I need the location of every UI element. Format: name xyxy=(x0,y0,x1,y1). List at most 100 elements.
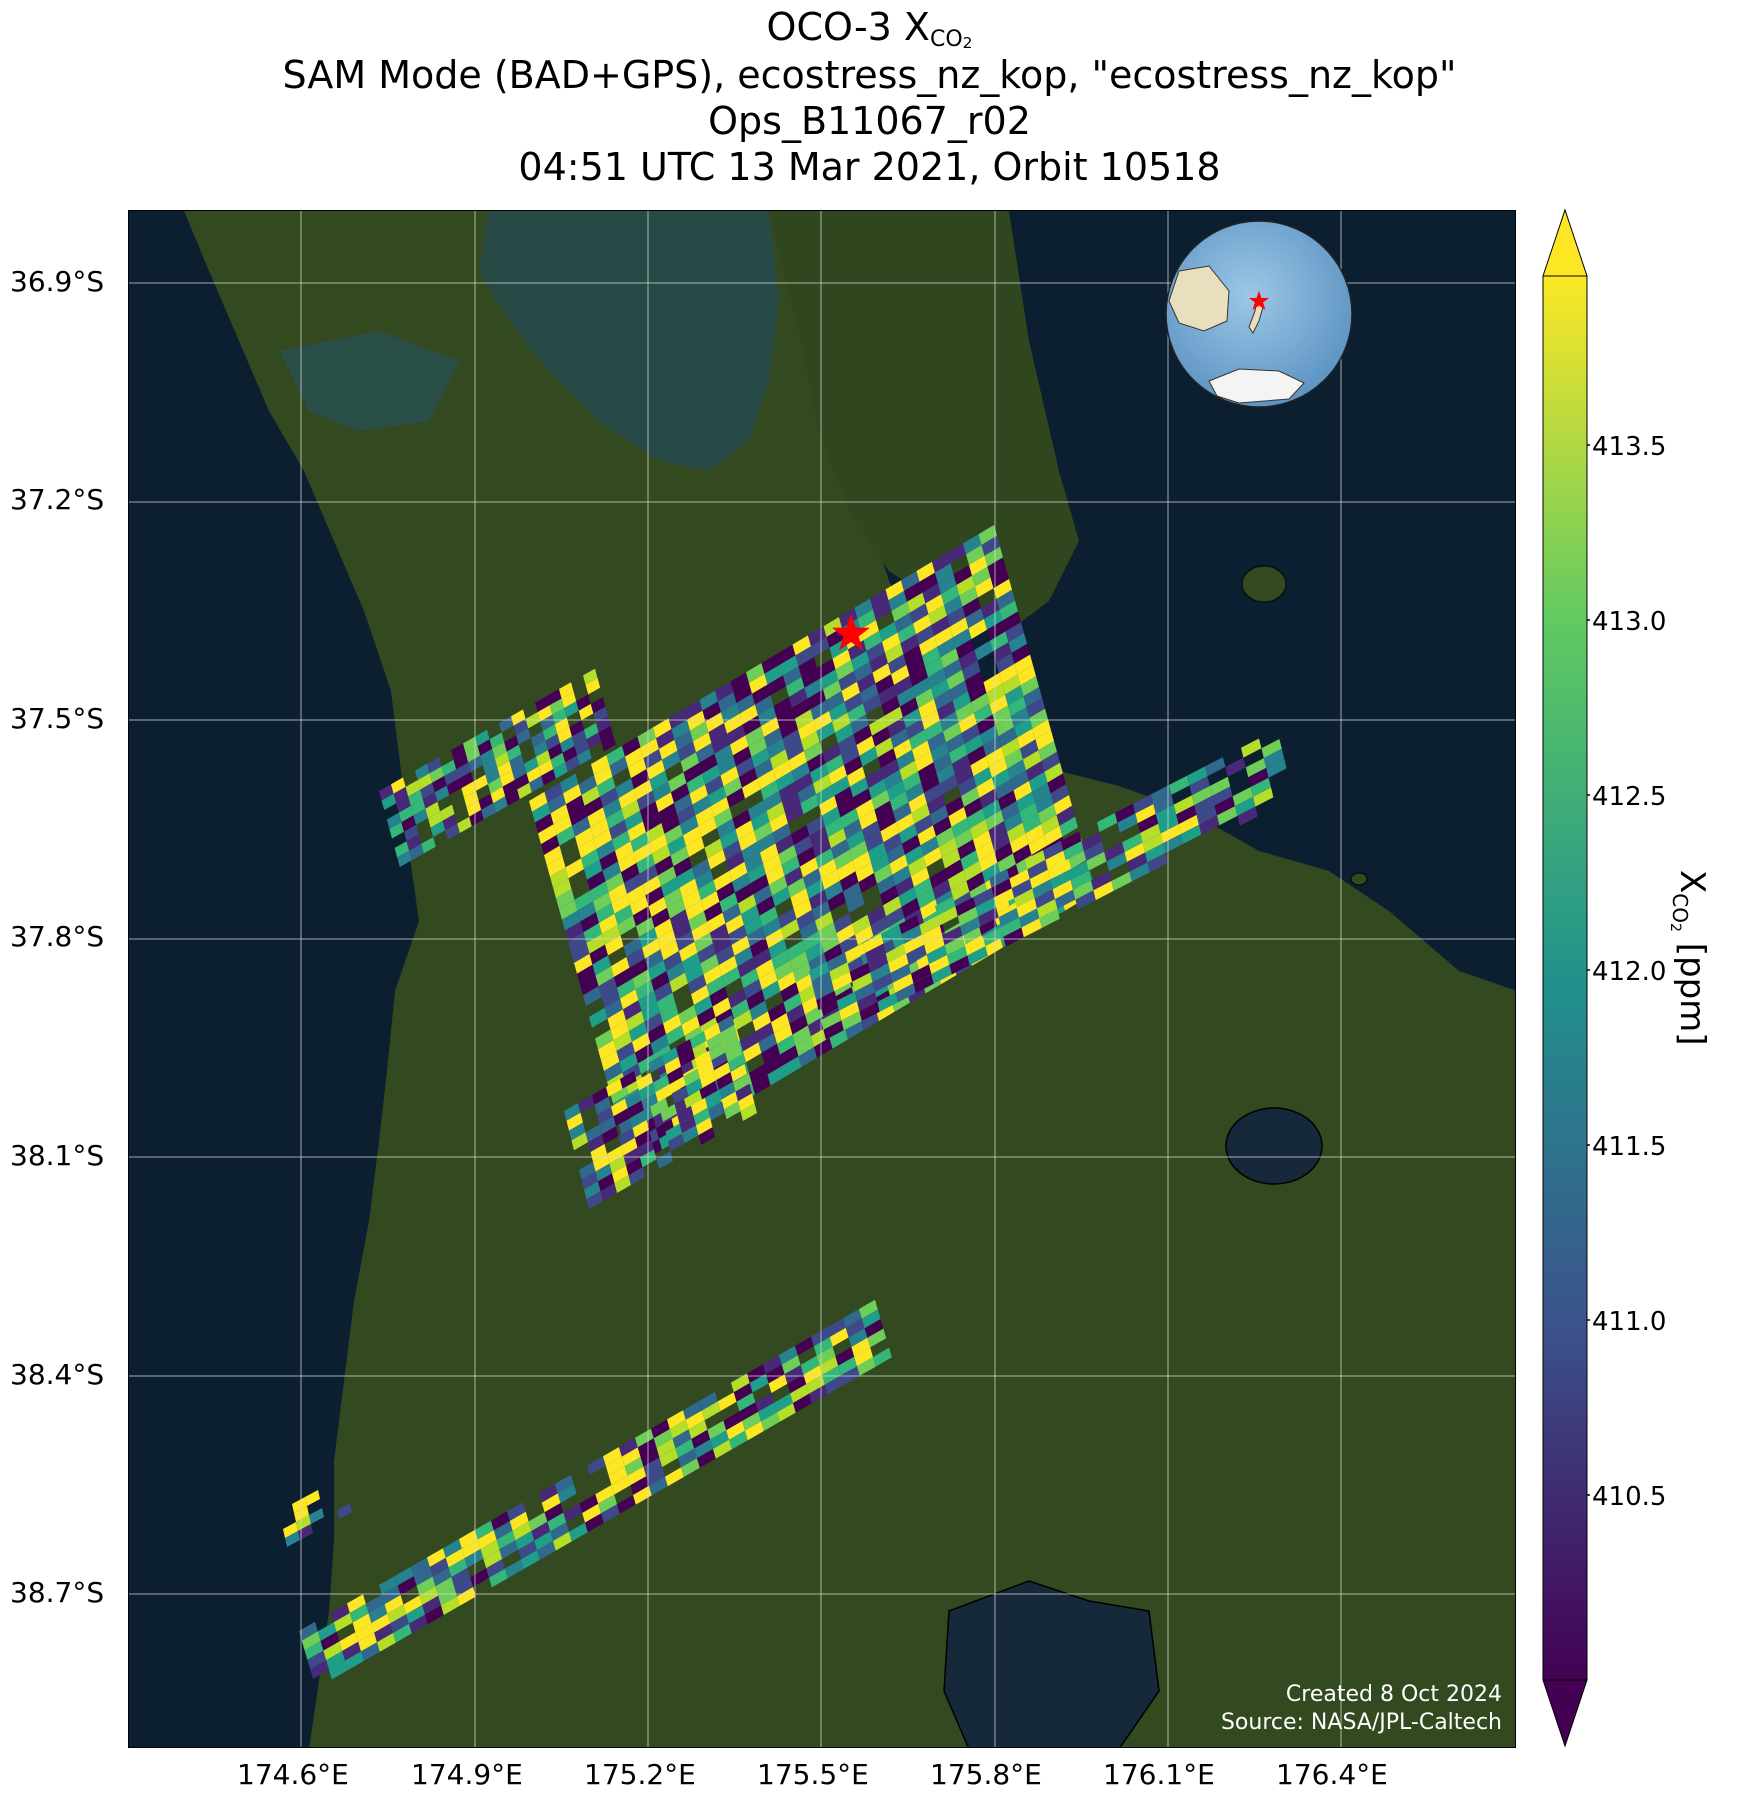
xco2-sounding xyxy=(397,850,412,867)
xco2-sounding xyxy=(637,1438,657,1457)
xco2-sounding xyxy=(646,1467,665,1486)
map-panel[interactable]: Created 8 Oct 2024 Source: NASA/JPL-Calt… xyxy=(128,210,1516,1748)
xco2-sounding xyxy=(613,1031,632,1051)
xco2-sounding xyxy=(1020,676,1039,697)
xco2-sounding xyxy=(734,1009,753,1030)
xco2-sounding xyxy=(653,1074,670,1093)
xco2-sounding xyxy=(879,621,898,642)
xco2-sounding xyxy=(780,1045,799,1066)
xco2-sounding xyxy=(757,769,776,790)
xco2-sounding xyxy=(339,1632,359,1651)
xco2-sounding xyxy=(949,743,968,764)
xco2-sounding xyxy=(945,796,964,817)
xco2-sounding xyxy=(821,933,840,953)
xco2-sounding xyxy=(532,802,551,823)
xco2-sounding xyxy=(922,646,941,667)
xco2-sounding xyxy=(960,916,981,936)
xco2-sounding xyxy=(605,1456,625,1476)
xco2-sounding xyxy=(853,725,872,745)
xco2-sounding xyxy=(1029,708,1048,729)
xco2-sounding xyxy=(961,787,980,807)
xco2-sounding xyxy=(547,1512,567,1532)
xco2-sounding xyxy=(593,829,612,849)
xco2-sounding xyxy=(408,789,423,806)
xco2-sounding xyxy=(475,1520,494,1540)
xco2-sounding xyxy=(651,907,670,928)
xco2-sounding xyxy=(952,754,971,775)
xco2-sounding xyxy=(785,803,804,824)
xco2-sounding xyxy=(644,1012,663,1033)
xco2-sounding xyxy=(489,1568,508,1588)
xco2-sounding xyxy=(605,935,624,956)
xco2-sounding xyxy=(955,897,976,917)
xco2-sounding xyxy=(743,979,762,999)
xco2-sounding xyxy=(904,581,923,602)
xco2-sounding xyxy=(789,687,808,708)
xco2-sounding xyxy=(574,739,590,756)
colorbar-tick-marks xyxy=(1587,444,1590,1496)
xco2-sounding xyxy=(535,813,554,834)
xco2-sounding xyxy=(932,879,951,900)
xco2-sounding xyxy=(811,637,830,657)
xco2-sounding xyxy=(776,771,795,791)
xco2-sounding xyxy=(420,782,435,800)
xco2-sounding xyxy=(787,940,806,961)
xco2-sounding xyxy=(757,832,776,853)
xco2-sounding xyxy=(993,579,1012,599)
xco2-sounding xyxy=(654,918,673,939)
xco2-sounding xyxy=(839,1001,860,1021)
xco2-sounding xyxy=(615,841,634,862)
xco2-sounding xyxy=(749,1063,768,1084)
xco2-sounding xyxy=(775,834,794,855)
xco2-sounding xyxy=(872,663,891,684)
xco2-sounding xyxy=(982,862,1001,883)
xco2-sounding xyxy=(809,826,828,847)
xco2-sounding xyxy=(752,1074,771,1095)
xco2-sounding xyxy=(1041,815,1060,835)
xco2-sounding xyxy=(1181,824,1202,844)
xco2-sounding xyxy=(1151,785,1172,805)
xco2-sounding xyxy=(691,921,710,942)
xco2-sounding xyxy=(852,972,873,992)
xco2-sounding xyxy=(1007,759,1026,780)
xco2-sounding xyxy=(689,784,708,805)
xco2-sounding xyxy=(742,1411,761,1431)
xco2-sounding xyxy=(865,768,884,789)
xco2-sounding xyxy=(859,809,878,830)
xco2-sounding xyxy=(682,889,701,910)
xco2-sounding xyxy=(631,769,650,789)
xco2-sounding xyxy=(880,885,899,906)
xco2-sounding xyxy=(678,1448,697,1468)
xco2-sounding xyxy=(768,939,787,959)
xco2-sounding xyxy=(980,725,999,746)
xco2-sounding xyxy=(655,792,674,813)
lon-tick: 175.8°E xyxy=(930,1758,1042,1791)
xco2-sounding xyxy=(1035,793,1054,814)
xco2-sounding xyxy=(815,911,834,932)
xco2-sounding xyxy=(509,754,524,771)
xco2-sounding xyxy=(825,817,844,838)
xco2-sounding xyxy=(925,657,944,678)
xco2-sounding xyxy=(767,1065,786,1086)
xco2-sounding xyxy=(285,1531,300,1547)
lat-tick: 37.5°S xyxy=(10,702,105,735)
xco2-sounding xyxy=(998,727,1017,747)
xco2-sounding xyxy=(937,700,956,721)
xco2-sounding xyxy=(685,963,704,984)
xco2-sounding xyxy=(493,1521,513,1540)
xco2-sounding xyxy=(568,932,587,953)
xco2-sounding xyxy=(697,1006,716,1027)
xco2-sounding xyxy=(678,1005,697,1025)
xco2-sounding xyxy=(885,580,904,601)
xco2-sounding xyxy=(1111,871,1132,891)
xco2-sounding xyxy=(987,620,1006,641)
xco2-sounding xyxy=(405,780,421,797)
xco2-sounding xyxy=(477,739,493,756)
xco2-sounding xyxy=(627,821,646,842)
xco2-sounding xyxy=(386,812,402,829)
xco2-sounding xyxy=(649,1476,668,1496)
xco2-sounding xyxy=(672,1086,689,1104)
xco2-sounding xyxy=(299,1621,318,1641)
xco2-sounding xyxy=(942,926,963,946)
xco2-sounding xyxy=(477,1530,497,1549)
